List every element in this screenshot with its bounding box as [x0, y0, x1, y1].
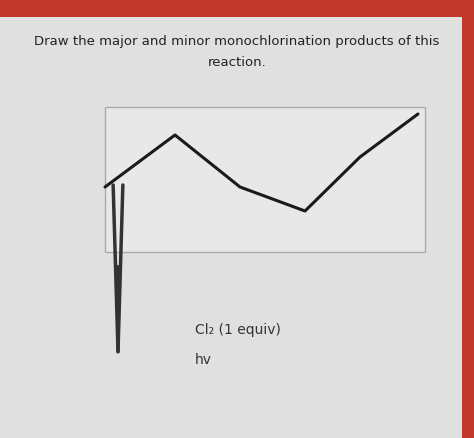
- Bar: [462, 0, 474, 438]
- Text: Draw the major and minor monochlorination products of this: Draw the major and minor monochlorinatio…: [34, 35, 440, 48]
- Text: hv: hv: [195, 352, 212, 366]
- Text: reaction.: reaction.: [208, 55, 266, 68]
- Bar: [0, 0, 474, 18]
- Bar: [105, 108, 425, 252]
- Text: Cl₂ (1 equiv): Cl₂ (1 equiv): [195, 322, 281, 336]
